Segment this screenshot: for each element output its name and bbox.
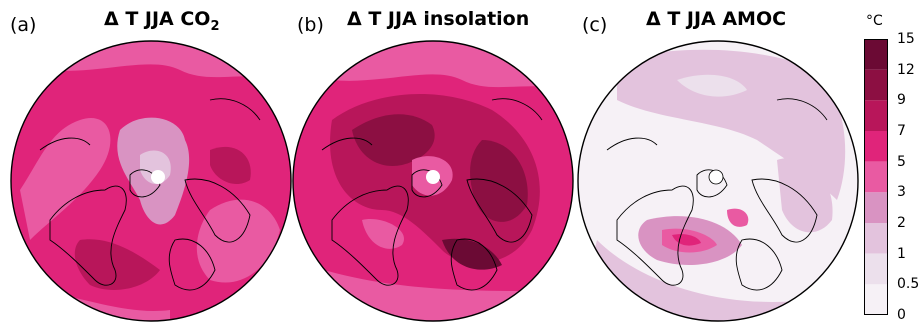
panel-title: Δ T JJA AMOC <box>646 8 787 30</box>
polar-map-insolation <box>292 40 574 322</box>
panel-a: (a) Δ T JJA CO2 <box>0 0 300 322</box>
colorbar-tick-label: 3 <box>897 184 906 201</box>
panel-c: (c) Δ T JJA AMOC <box>574 0 874 322</box>
colorbar-swatch <box>864 253 888 285</box>
panel-letter: (c) <box>582 14 608 36</box>
colorbar-tick-label: 15 <box>897 31 915 47</box>
colorbar-swatch <box>864 69 888 101</box>
panel-letter: (b) <box>297 14 324 36</box>
colorbar <box>864 39 888 315</box>
colorbar-tick-label: 12 <box>897 61 915 78</box>
colorbar-swatch <box>864 192 888 223</box>
colorbar-swatch <box>864 223 888 254</box>
colorbar-tick-label: 1 <box>897 245 906 262</box>
colorbar-border <box>864 39 888 315</box>
panel-b: (b) Δ T JJA insolation <box>287 0 587 322</box>
colorbar-tick-label: 2 <box>897 215 906 231</box>
colorbar-tick-label: 0.5 <box>897 276 920 293</box>
panel-title-text: Δ T JJA CO <box>104 8 211 30</box>
colorbar-swatch <box>864 39 888 70</box>
panel-title: Δ T JJA insolation <box>347 8 530 30</box>
colorbar-unit: °C <box>866 13 883 29</box>
colorbar-swatch <box>864 131 888 162</box>
panel-title-subscript: 2 <box>210 18 220 34</box>
colorbar-swatch <box>864 161 888 193</box>
panel-title: Δ T JJA CO2 <box>104 8 220 34</box>
colorbar-tick-label: 7 <box>897 123 906 139</box>
colorbar-tick-label: 0 <box>897 307 906 323</box>
colorbar-tick-label: 5 <box>897 153 906 170</box>
colorbar-tick-label: 9 <box>897 92 906 109</box>
panel-letter: (a) <box>10 14 37 36</box>
colorbar-swatch <box>864 100 888 131</box>
colorbar-swatch <box>864 284 888 315</box>
polar-map-co2 <box>10 40 292 322</box>
polar-map-amoc <box>577 40 859 322</box>
